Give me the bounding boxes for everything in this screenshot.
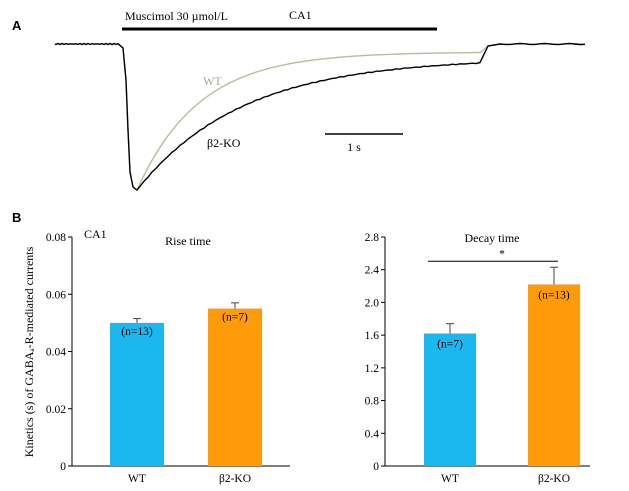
bar-ko bbox=[208, 308, 262, 466]
category-label: WT bbox=[128, 473, 146, 485]
panel-a-letter: A bbox=[12, 18, 22, 33]
n-label: (n=13) bbox=[121, 326, 153, 338]
y-tick-label: 0.02 bbox=[46, 404, 66, 416]
y-tick-label: 2.8 bbox=[365, 232, 380, 244]
region-label-a: CA1 bbox=[289, 8, 312, 22]
n-label: (n=7) bbox=[437, 339, 463, 351]
ko-current-trace bbox=[54, 42, 586, 191]
y-tick-label: 2.0 bbox=[365, 297, 380, 309]
y-tick-label: 0.4 bbox=[365, 428, 380, 440]
decay-time-chart: Decay time 0 0.4 0.8 1.2 1.6 2.0 2.4 2.8 (n=7) WT… bbox=[365, 231, 590, 485]
y-tick-label: 0.04 bbox=[46, 347, 66, 359]
rise-time-chart: Rise time 0 0.02 0.04 0.06 0.08 (n=13) WT (n=7)… bbox=[46, 232, 290, 485]
category-label: β2-KO bbox=[219, 473, 251, 485]
y-tick-label: 1.2 bbox=[365, 363, 380, 375]
decay-time-title: Decay time bbox=[465, 231, 520, 245]
y-tick-label: 0 bbox=[60, 461, 66, 473]
y-tick-label: 1.6 bbox=[365, 330, 380, 342]
y-tick-label: 0 bbox=[373, 461, 379, 473]
bar-ko bbox=[528, 284, 580, 466]
n-label: (n=7) bbox=[222, 312, 248, 324]
y-tick-label: 0.08 bbox=[46, 232, 66, 244]
rise-time-title: Rise time bbox=[165, 234, 211, 248]
y-tick-label: 0.8 bbox=[365, 396, 380, 408]
bar-wt bbox=[110, 322, 164, 466]
y-tick-label: 2.4 bbox=[365, 265, 380, 277]
drug-application-label: Muscimol 30 µmol/L bbox=[125, 9, 228, 23]
region-label-b: CA1 bbox=[84, 227, 107, 241]
bar-wt bbox=[424, 333, 476, 466]
significance-marker: * bbox=[499, 248, 505, 260]
ko-trace-label: β2-KO bbox=[207, 136, 241, 150]
y-tick-label: 0.06 bbox=[46, 289, 66, 301]
wt-current-trace bbox=[54, 42, 586, 192]
y-axis-label: Kinetics (s) of GABAₐ-R-mediated current… bbox=[22, 246, 36, 457]
panel-b-letter: B bbox=[12, 210, 21, 225]
category-label: β2-KO bbox=[538, 473, 570, 485]
time-scale-label: 1 s bbox=[347, 140, 361, 154]
n-label: (n=13) bbox=[538, 289, 570, 301]
category-label: WT bbox=[441, 473, 459, 485]
wt-trace-label: WT bbox=[203, 74, 222, 88]
